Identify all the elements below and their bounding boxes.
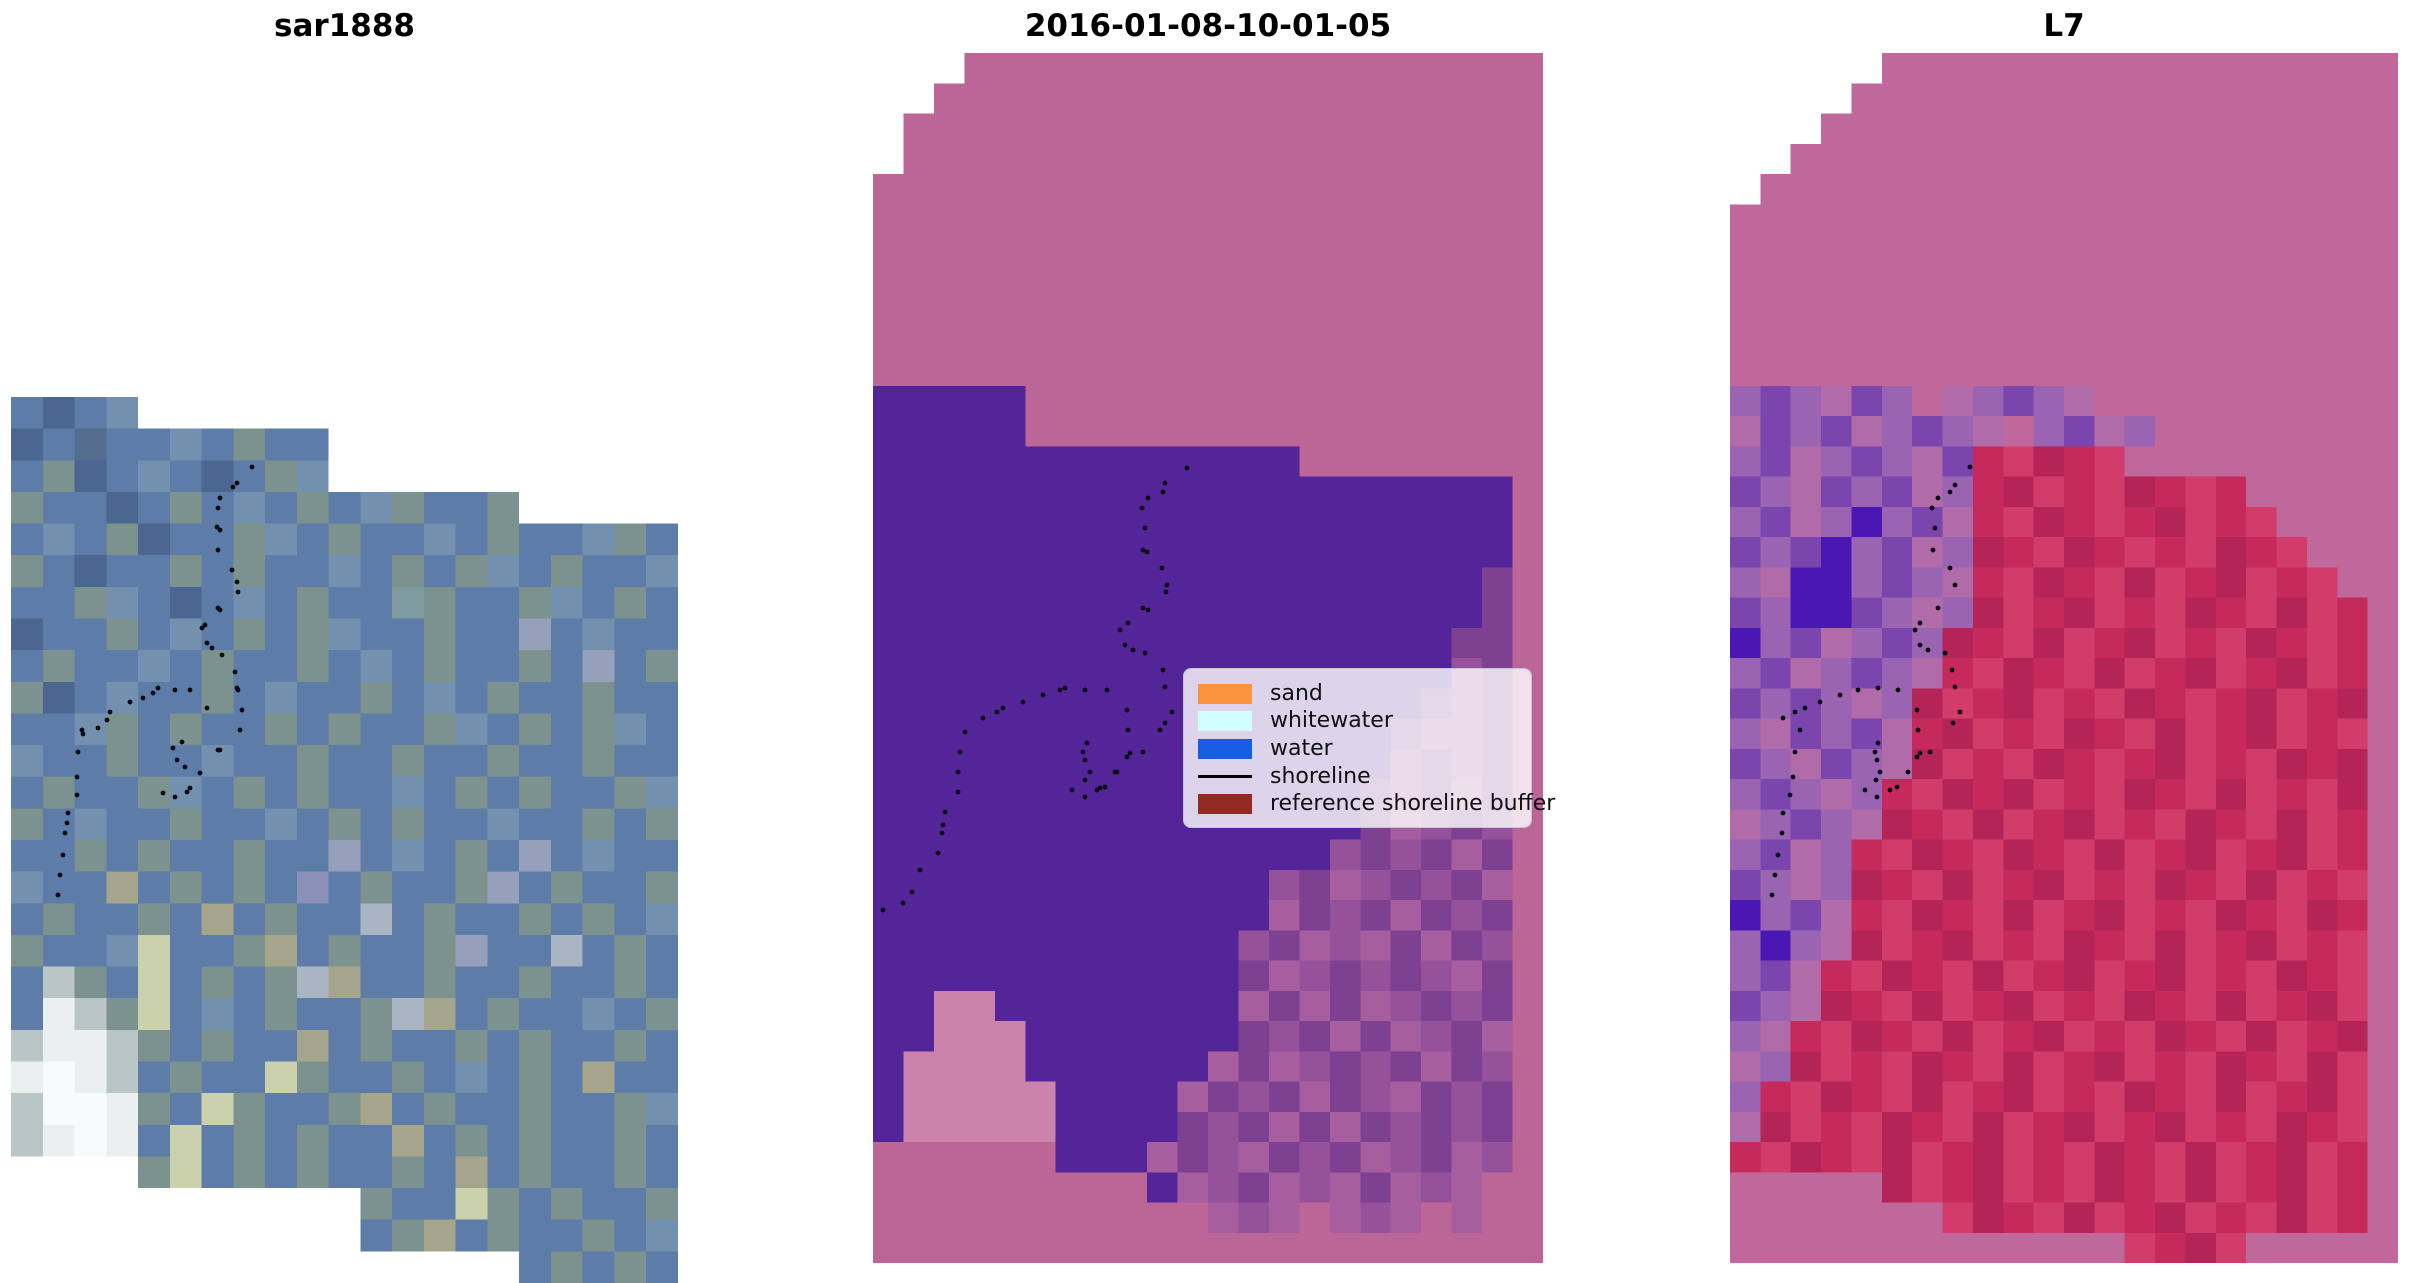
shoreline-line-icon [1198, 775, 1252, 779]
legend-item-shoreline: shoreline [1198, 763, 1515, 791]
sand-swatch-icon [1198, 683, 1252, 704]
legend-label: water [1270, 735, 1333, 761]
legend-label: reference shoreline buffer [1270, 791, 1556, 817]
whitewater-swatch-icon [1198, 711, 1252, 732]
legend-label: shoreline [1270, 763, 1371, 789]
l7-image [1730, 53, 2398, 1263]
reference-shoreline-buffer-swatch-icon [1198, 794, 1252, 815]
panel-title-l7: L7 [2043, 8, 2085, 44]
legend-box: sand whitewater water shoreline referenc… [1183, 668, 1555, 828]
legend-item-water: water [1198, 735, 1515, 763]
legend-item-sand: sand [1198, 680, 1515, 708]
legend-item-whitewater: whitewater [1198, 708, 1515, 736]
legend-item-reference-shoreline-buffer: reference shoreline buffer [1198, 790, 1555, 818]
sar-image [11, 397, 678, 1283]
water-swatch-icon [1198, 738, 1252, 759]
classified-image [873, 53, 1543, 1263]
legend-label: sand [1270, 680, 1323, 706]
panel-title-classified-date: 2016-01-08-10-01-05 [1024, 8, 1392, 44]
legend-label: whitewater [1270, 708, 1393, 734]
panel-title-sar: sar1888 [274, 8, 415, 44]
